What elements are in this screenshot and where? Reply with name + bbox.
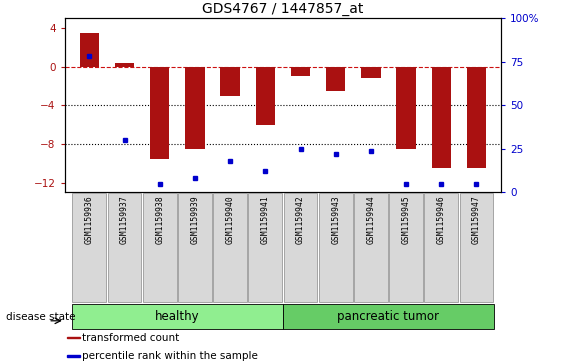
Text: transformed count: transformed count bbox=[82, 333, 179, 343]
Bar bbox=[150, 66, 169, 159]
FancyBboxPatch shape bbox=[354, 193, 388, 302]
Text: GSM1159943: GSM1159943 bbox=[331, 196, 340, 244]
Bar bbox=[115, 63, 134, 66]
Text: GSM1159938: GSM1159938 bbox=[155, 196, 164, 244]
Text: GSM1159946: GSM1159946 bbox=[437, 196, 446, 244]
Bar bbox=[432, 66, 451, 168]
FancyBboxPatch shape bbox=[143, 193, 177, 302]
FancyBboxPatch shape bbox=[425, 193, 458, 302]
Bar bbox=[67, 337, 81, 338]
Bar bbox=[396, 66, 415, 149]
Text: disease state: disease state bbox=[6, 312, 75, 322]
Bar bbox=[361, 66, 381, 78]
Title: GDS4767 / 1447857_at: GDS4767 / 1447857_at bbox=[202, 2, 364, 16]
FancyBboxPatch shape bbox=[283, 305, 494, 329]
Bar bbox=[67, 355, 81, 357]
Text: GSM1159936: GSM1159936 bbox=[85, 196, 94, 244]
FancyBboxPatch shape bbox=[389, 193, 423, 302]
Bar bbox=[80, 33, 99, 66]
FancyBboxPatch shape bbox=[72, 305, 283, 329]
Text: GSM1159939: GSM1159939 bbox=[190, 196, 199, 244]
Text: GSM1159937: GSM1159937 bbox=[120, 196, 129, 244]
Text: GSM1159941: GSM1159941 bbox=[261, 196, 270, 244]
FancyBboxPatch shape bbox=[248, 193, 282, 302]
FancyBboxPatch shape bbox=[178, 193, 212, 302]
Bar bbox=[185, 66, 204, 149]
Text: GSM1159947: GSM1159947 bbox=[472, 196, 481, 244]
Bar bbox=[467, 66, 486, 168]
Bar bbox=[326, 66, 345, 91]
Text: pancreatic tumor: pancreatic tumor bbox=[337, 310, 440, 323]
Text: GSM1159944: GSM1159944 bbox=[367, 196, 376, 244]
FancyBboxPatch shape bbox=[213, 193, 247, 302]
Text: GSM1159942: GSM1159942 bbox=[296, 196, 305, 244]
FancyBboxPatch shape bbox=[459, 193, 493, 302]
Text: GSM1159940: GSM1159940 bbox=[226, 196, 235, 244]
Bar bbox=[291, 66, 310, 76]
Bar bbox=[256, 66, 275, 125]
Bar bbox=[221, 66, 240, 95]
FancyBboxPatch shape bbox=[73, 193, 106, 302]
Text: percentile rank within the sample: percentile rank within the sample bbox=[82, 351, 257, 361]
FancyBboxPatch shape bbox=[319, 193, 352, 302]
FancyBboxPatch shape bbox=[108, 193, 141, 302]
FancyBboxPatch shape bbox=[284, 193, 318, 302]
Text: GSM1159945: GSM1159945 bbox=[401, 196, 410, 244]
Text: healthy: healthy bbox=[155, 310, 200, 323]
